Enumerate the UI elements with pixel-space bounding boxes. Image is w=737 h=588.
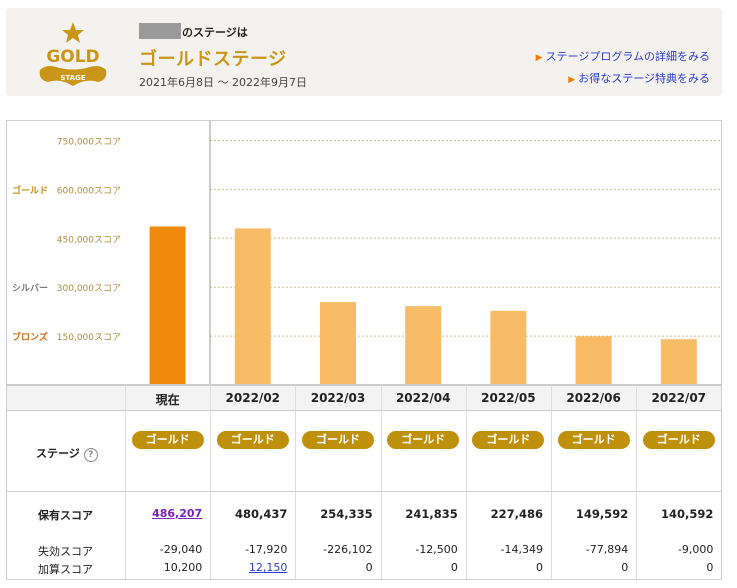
column-divider: [551, 385, 552, 579]
stage-period: 2021年6月8日 〜 2022年9月7日: [139, 76, 307, 89]
month-label: 2022/04: [395, 391, 451, 405]
held-score: 149,592: [575, 507, 629, 521]
stage-badge: ゴールド: [557, 431, 630, 449]
bar-2022/06: [575, 336, 612, 385]
star-icon: [62, 22, 84, 43]
bar-2022/03: [320, 302, 356, 385]
bar-2022/07: [660, 339, 697, 385]
lost-score: -226,102: [323, 543, 373, 556]
help-icon[interactable]: ?: [83, 448, 98, 462]
month-label: 2022/03: [310, 391, 366, 405]
triangle-right-icon: ▶: [568, 75, 576, 85]
month-label: 2022/07: [651, 391, 707, 405]
stage-badge-cell: ゴールド: [381, 428, 466, 449]
column-divider: [295, 385, 297, 579]
stage-badge-cell: ゴールド: [466, 428, 551, 449]
lost-score: -14,349: [500, 543, 543, 556]
stage-badge-cell: ゴールド: [636, 428, 721, 449]
row-divider: [7, 491, 721, 492]
lost-score: -29,040: [159, 543, 203, 556]
lost-score-label: 失効スコア: [38, 545, 93, 558]
lost-score: -17,920: [244, 543, 288, 556]
month-label: 現在: [155, 393, 180, 407]
lost-score: -77,894: [585, 543, 629, 556]
held-score-label: 保有スコア: [38, 509, 93, 522]
column-divider: [380, 385, 382, 579]
lost-score: -12,500: [415, 543, 458, 556]
held-score: 241,835: [405, 507, 458, 521]
score-panel: 750,000スコア 600,000スコア ゴールド 450,000スコア 300,00…: [6, 120, 722, 580]
y-tick-label: 600,000スコア: [57, 186, 121, 196]
stage-benefits-link[interactable]: ▶ お得なステージ特典をみる: [568, 72, 710, 85]
column-divider: [636, 385, 638, 579]
svg-text:GOLD: GOLD: [46, 47, 99, 67]
stage-badge-cell: ゴールド: [210, 428, 295, 449]
stage-name: ゴールドステージ: [139, 49, 287, 70]
month-header-row: [7, 385, 721, 411]
month-label: 2022/02: [225, 391, 281, 405]
held-score: 480,437: [235, 507, 288, 521]
held-score: 254,335: [320, 507, 373, 521]
rank-label: ブロンズ: [12, 331, 48, 343]
y-tick-label: 150,000スコア: [57, 333, 121, 343]
triangle-right-icon: ▶: [535, 53, 543, 63]
y-tick-label: 450,000スコア: [57, 235, 121, 245]
column-divider: [210, 385, 212, 579]
added-score: 0: [536, 561, 543, 574]
stage-badge: ゴールド: [387, 431, 460, 449]
month-label: 2022/05: [481, 391, 536, 405]
svg-text:STAGE: STAGE: [60, 74, 85, 82]
y-tick-label: 300,000スコア: [57, 284, 121, 294]
stage-badge-cell: ゴールド: [125, 428, 210, 449]
held-score: 140,592: [661, 507, 714, 521]
stage-program-link[interactable]: ▶ ステージプログラムの詳細をみる: [535, 50, 710, 63]
stage-badge: ゴールド: [642, 431, 715, 449]
y-tick-label: 750,000スコア: [57, 138, 121, 148]
stage-badge: ゴールド: [216, 431, 289, 449]
lost-score: -9,000: [677, 543, 714, 556]
added-score: 10,200: [163, 561, 203, 574]
rank-label: ゴールド: [12, 184, 48, 196]
gold-stage-logo: GOLD STAGE: [39, 22, 107, 86]
added-score[interactable]: 12,150: [248, 561, 288, 574]
bar-2022/04: [405, 306, 442, 385]
bar-2022/02: [234, 228, 271, 385]
stage-badge: ゴールド: [301, 431, 374, 449]
rank-label: シルバー: [12, 283, 48, 294]
month-label: 2022/06: [566, 391, 621, 405]
bar-2022/05: [490, 310, 527, 385]
held-score[interactable]: 486,207: [152, 507, 203, 520]
stage-header: GOLD STAGE のステージは ゴールドステージ 2021年6月8日 〜 2…: [6, 8, 722, 96]
held-score: 227,486: [490, 507, 543, 521]
added-score-label: 加算スコア: [38, 563, 93, 576]
column-divider: [465, 385, 467, 579]
greeting-text: のステージは: [139, 23, 248, 40]
stage-badge: ゴールド: [472, 431, 545, 449]
masked-username: [139, 23, 181, 39]
stage-badge: ゴールド: [131, 431, 204, 449]
added-score: 0: [706, 561, 714, 574]
stage-badge-cell: ゴールド: [551, 428, 636, 449]
stage-badge-cell: ゴールド: [295, 428, 380, 449]
bar-現在: [149, 226, 186, 385]
added-score: 0: [365, 561, 373, 574]
stage-row-label: ステージ?: [36, 445, 98, 462]
added-score: 0: [450, 561, 458, 574]
added-score: 0: [621, 561, 629, 574]
column-divider: [125, 385, 126, 579]
